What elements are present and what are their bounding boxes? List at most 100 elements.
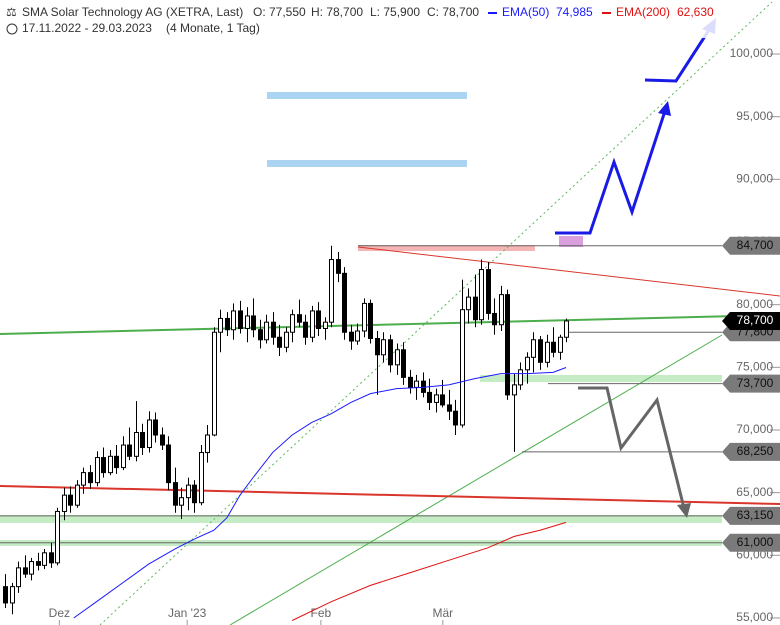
ema-line	[291, 521, 567, 621]
candle-body	[199, 452, 204, 504]
y-tick-label: 65,000	[736, 485, 773, 499]
candle-body	[95, 457, 100, 484]
candle-body	[434, 394, 439, 403]
candle-body	[62, 494, 67, 512]
candle-body	[36, 561, 41, 566]
annotations-front	[555, 18, 716, 518]
price-tag	[722, 442, 780, 461]
y-tick-label: 90,000	[736, 172, 773, 186]
candle-body	[16, 567, 21, 588]
candle-body	[88, 472, 93, 484]
candle-body	[486, 269, 491, 314]
candle-body	[108, 455, 113, 474]
price-tag	[722, 533, 780, 552]
candle-body	[310, 310, 315, 338]
candle-body	[205, 434, 210, 454]
candle-body	[395, 349, 400, 366]
price-tag-label: 61,000	[737, 535, 774, 549]
y-tick-label: 95,000	[736, 109, 773, 123]
candle-body	[323, 321, 328, 329]
zone	[267, 92, 467, 99]
y-tick-label: 100,000	[730, 46, 774, 60]
arrow-head	[658, 101, 671, 116]
ema-line	[73, 367, 567, 619]
candle-body	[440, 394, 445, 406]
candle-body	[427, 391, 432, 403]
legend-ema200-value: 62,630	[677, 5, 714, 19]
zone	[480, 375, 722, 382]
candle-body	[447, 404, 452, 412]
candle-body	[284, 331, 289, 348]
zone	[559, 236, 583, 247]
ohlc-high: H: 78,700	[311, 5, 363, 19]
x-tick-label: Feb	[311, 606, 332, 620]
candle-body	[166, 444, 171, 484]
candle-body	[42, 552, 47, 566]
candle-body	[558, 336, 563, 353]
candle-body	[453, 410, 458, 426]
arrow	[644, 29, 711, 83]
price-tag-label: 78,700	[737, 313, 774, 327]
candle-body	[551, 341, 556, 353]
candle-body	[238, 310, 243, 329]
candle-body	[153, 419, 158, 436]
arrow	[555, 113, 666, 235]
candle-body	[505, 294, 510, 396]
candle-body	[179, 497, 184, 506]
candle-body	[258, 329, 263, 341]
x-tick-label: Jan '23	[168, 606, 207, 620]
y-tick-label: 80,000	[736, 297, 773, 311]
candle-body	[245, 315, 250, 329]
price-tag	[722, 311, 780, 330]
header: ⚖ SMA Solar Technology AG (XETRA, Last) …	[0, 2, 720, 38]
candle-body	[492, 312, 497, 326]
candle-body	[564, 320, 569, 338]
candle-body	[173, 482, 178, 506]
icon: ⚖	[6, 5, 17, 19]
candle-body	[55, 510, 60, 564]
ohlc-open: O: 77,550	[253, 5, 306, 19]
price-tag	[722, 374, 780, 393]
arrow	[578, 386, 686, 509]
header-bg	[0, 2, 720, 38]
candle-body	[545, 341, 550, 363]
price-tag-label: 63,150	[737, 508, 774, 522]
candle-body	[297, 314, 302, 323]
candle-body	[81, 472, 86, 486]
arrow-head	[677, 503, 691, 518]
candle-body	[473, 296, 478, 321]
candle-body	[29, 561, 34, 575]
candle-body	[225, 317, 230, 331]
zone	[0, 515, 722, 523]
candle-body	[525, 356, 530, 371]
candle-body	[264, 321, 269, 341]
candle-body	[414, 380, 419, 388]
y-tick-label: 55,000	[736, 610, 773, 624]
candle-body	[408, 376, 413, 388]
candle-body	[368, 302, 373, 340]
candle-body	[466, 296, 471, 311]
candle-body	[212, 331, 217, 436]
candle-body	[186, 484, 191, 499]
candle-body	[101, 457, 106, 474]
candle-body	[303, 321, 308, 338]
candle-body	[68, 494, 73, 506]
candle-body	[512, 384, 517, 396]
ohlc-low: L: 75,900	[370, 5, 420, 19]
candle-body	[49, 552, 54, 564]
candle-body	[349, 331, 354, 342]
candle-body	[499, 294, 504, 326]
price-tag-label: 73,700	[737, 376, 774, 390]
price-tag	[722, 506, 780, 525]
candle-body	[277, 336, 282, 348]
price-tag-label: 84,700	[737, 238, 774, 252]
zone	[267, 160, 467, 167]
candle-body	[75, 484, 80, 506]
zone	[358, 245, 535, 251]
candle-body	[121, 444, 126, 469]
candle-body	[388, 339, 393, 366]
y-tick-label: 70,000	[736, 422, 773, 436]
candle-body	[23, 567, 28, 575]
